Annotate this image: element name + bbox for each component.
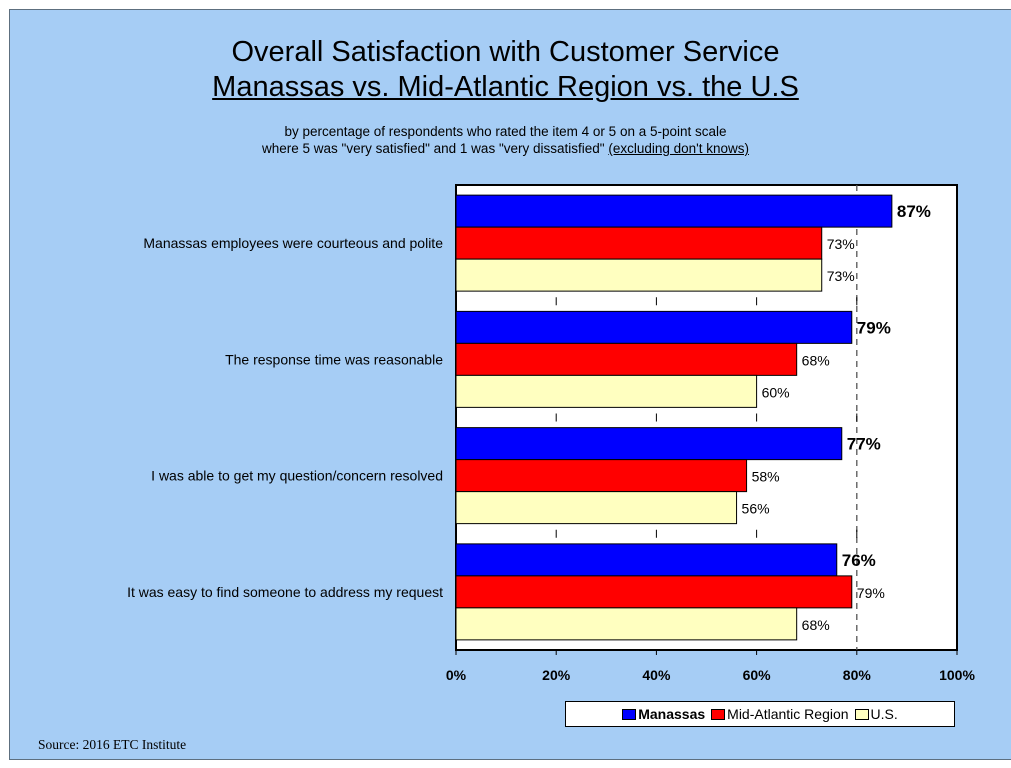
x-tick-label: 60% [743, 667, 772, 683]
data-label: 77% [847, 435, 881, 454]
bar-u-s [456, 492, 737, 524]
data-label: 76% [842, 551, 876, 570]
data-label: 79% [857, 318, 891, 337]
bar-u-s [456, 608, 797, 640]
x-tick-label: 100% [939, 667, 975, 683]
x-tick-label: 40% [642, 667, 671, 683]
legend-item-mid-atlantic: Mid-Atlantic Region [711, 706, 848, 722]
x-tick-label: 80% [843, 667, 872, 683]
category-label: It was easy to find someone to address m… [127, 584, 443, 600]
data-label: 79% [857, 585, 885, 601]
legend-swatch-mid-atlantic [711, 709, 725, 720]
bar-manassas [456, 311, 852, 343]
legend-swatch-manassas [622, 709, 636, 720]
legend-label-manassas: Manassas [638, 706, 705, 722]
data-label: 58% [752, 469, 780, 485]
data-label: 68% [802, 617, 830, 633]
bar-u-s [456, 259, 822, 291]
data-label: 68% [802, 352, 830, 368]
bar-mid-atlantic-region [456, 227, 822, 259]
source-note: Source: 2016 ETC Institute [38, 737, 186, 753]
bar-manassas [456, 428, 842, 460]
data-label: 60% [762, 384, 790, 400]
bar-manassas [456, 544, 837, 576]
bar-mid-atlantic-region [456, 343, 797, 375]
data-label: 87% [897, 202, 931, 221]
legend-item-manassas: Manassas [622, 706, 705, 722]
data-label: 73% [827, 268, 855, 284]
legend-item-us: U.S. [855, 706, 898, 722]
bar-mid-atlantic-region [456, 460, 747, 492]
bar-manassas [456, 195, 892, 227]
legend-swatch-us [855, 709, 869, 720]
x-tick-label: 0% [446, 667, 467, 683]
category-label: I was able to get my question/concern re… [151, 468, 443, 484]
x-tick-label: 20% [542, 667, 571, 683]
data-label: 73% [827, 236, 855, 252]
data-label: 56% [742, 501, 770, 517]
category-label: Manassas employees were courteous and po… [143, 235, 443, 251]
category-label: The response time was reasonable [225, 351, 443, 367]
bar-u-s [456, 375, 757, 407]
legend-label-us: U.S. [871, 706, 898, 722]
bar-mid-atlantic-region [456, 576, 852, 608]
legend-label-mid-atlantic: Mid-Atlantic Region [727, 706, 848, 722]
chart-legend: Manassas Mid-Atlantic Region U.S. [565, 701, 955, 727]
